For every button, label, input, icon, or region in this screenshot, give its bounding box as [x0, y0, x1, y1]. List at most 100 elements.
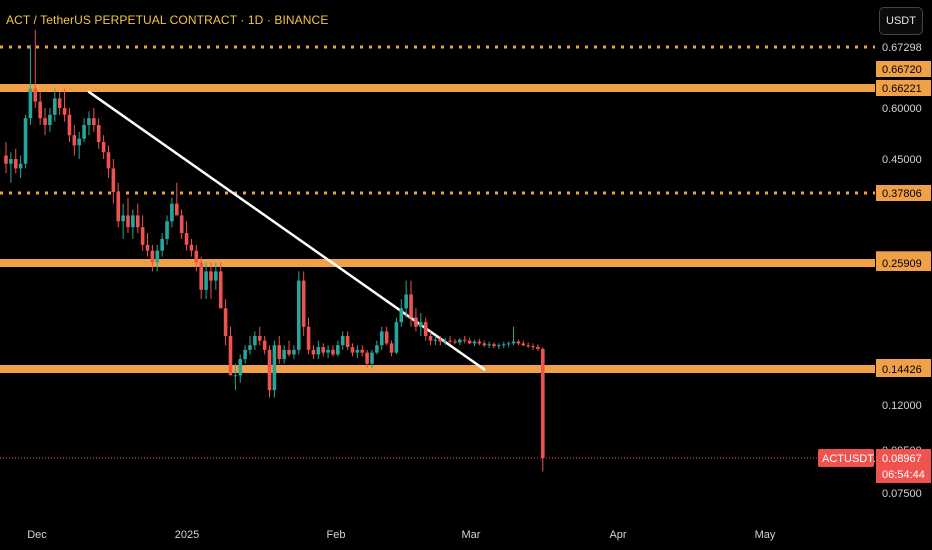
candle-body: [438, 339, 443, 342]
candle-body: [92, 118, 96, 125]
candle-body: [18, 163, 23, 169]
level-price-tag-text: 0.25909: [882, 258, 922, 270]
candle-body: [394, 322, 399, 353]
candle-body: [467, 340, 472, 344]
candle-body: [472, 341, 477, 344]
candle-body: [4, 155, 8, 164]
time-axis-label: Feb: [327, 529, 346, 541]
solid-level-band: [0, 84, 875, 92]
candle-body: [140, 227, 145, 245]
solid-level-band: [0, 365, 875, 373]
candle-body: [511, 341, 516, 344]
candle-body: [428, 336, 433, 341]
current-price-value: 0.08967: [882, 453, 922, 465]
candle-body: [526, 345, 530, 347]
price-axis-label: 0.67298: [882, 42, 922, 54]
candle-body: [135, 215, 140, 228]
candle-body: [43, 118, 47, 125]
price-axis: 0.672980.600000.450000.120000.095000.075…: [818, 0, 932, 550]
candle-body: [131, 215, 135, 228]
candle-body: [365, 352, 369, 364]
candle-body: [423, 322, 428, 337]
symbol-price-tag: [818, 449, 874, 467]
candle-body: [233, 375, 238, 377]
candle-body: [389, 343, 394, 353]
candle-body: [28, 88, 33, 119]
candle-body: [155, 250, 160, 263]
candles-layer: [4, 29, 545, 472]
level-price-tag: [876, 255, 931, 271]
candle-body: [355, 349, 360, 353]
candle-body: [409, 294, 413, 318]
candle-body: [82, 125, 86, 139]
candle-body: [462, 339, 467, 341]
candle-body: [331, 349, 335, 355]
symbol-label: ACTUSDT.P: [822, 453, 883, 465]
candle-body: [67, 114, 72, 136]
candle-body: [204, 271, 208, 290]
candle-body: [9, 159, 13, 164]
candle-body: [399, 308, 404, 323]
candle-body: [253, 336, 257, 346]
candle-body: [189, 244, 194, 251]
candle-body: [116, 192, 121, 222]
time-axis-label: 2025: [175, 529, 199, 541]
candle-body: [106, 152, 111, 169]
candle-body: [282, 349, 286, 360]
candle-body: [404, 294, 408, 309]
candle-body: [13, 159, 18, 169]
candle-body: [170, 203, 174, 222]
bar-countdown: 06:54:44: [882, 469, 925, 481]
candle-body: [33, 88, 38, 102]
candle-body: [199, 262, 203, 290]
currency-button[interactable]: USDT: [879, 7, 923, 35]
candle-body: [340, 336, 345, 346]
candle-body: [184, 233, 189, 245]
candle-body: [443, 340, 447, 342]
candle-body: [453, 341, 457, 343]
candle-body: [448, 340, 452, 342]
candle-body: [531, 346, 535, 348]
candle-body: [257, 336, 262, 341]
candle-body: [482, 343, 487, 346]
price-axis-label: 0.07500: [882, 488, 922, 500]
candle-body: [96, 125, 101, 142]
candle-body: [38, 101, 42, 119]
candle-body: [126, 215, 130, 228]
level-price-tag-text: 0.66720: [882, 64, 922, 76]
candle-body: [228, 336, 233, 376]
level-price-tag-text: 0.37806: [882, 188, 922, 200]
candle-body: [223, 308, 228, 337]
candle-body: [477, 341, 482, 344]
candle-body: [345, 336, 350, 348]
candle-body: [384, 331, 389, 344]
candle-body: [336, 345, 340, 355]
candle-body: [23, 118, 28, 164]
candle-body: [72, 135, 77, 146]
candle-body: [209, 271, 213, 281]
candle-body: [419, 322, 423, 327]
candle-body: [277, 345, 282, 360]
candle-body: [87, 118, 91, 125]
candle-body: [243, 349, 247, 360]
time-axis-label: Apr: [609, 529, 626, 541]
candle-body: [160, 238, 164, 251]
candle-body: [267, 349, 272, 391]
candle-body: [375, 345, 379, 353]
trendline: [87, 90, 486, 371]
level-price-tag-text: 0.14426: [882, 364, 922, 376]
candle-body: [179, 215, 184, 234]
candle-body: [506, 343, 511, 345]
candle-body: [501, 344, 506, 346]
candle-body: [101, 142, 106, 153]
candle-body: [287, 349, 291, 355]
level-price-tag-text: 0.66221: [882, 83, 922, 95]
solid-level-band: [0, 259, 875, 267]
candle-body: [433, 339, 438, 341]
trendline-layer: [87, 90, 486, 371]
candle-body: [316, 347, 321, 355]
price-axis-label: 0.60000: [882, 103, 922, 115]
candle-body: [48, 114, 52, 125]
current-price-tag: [876, 449, 931, 483]
